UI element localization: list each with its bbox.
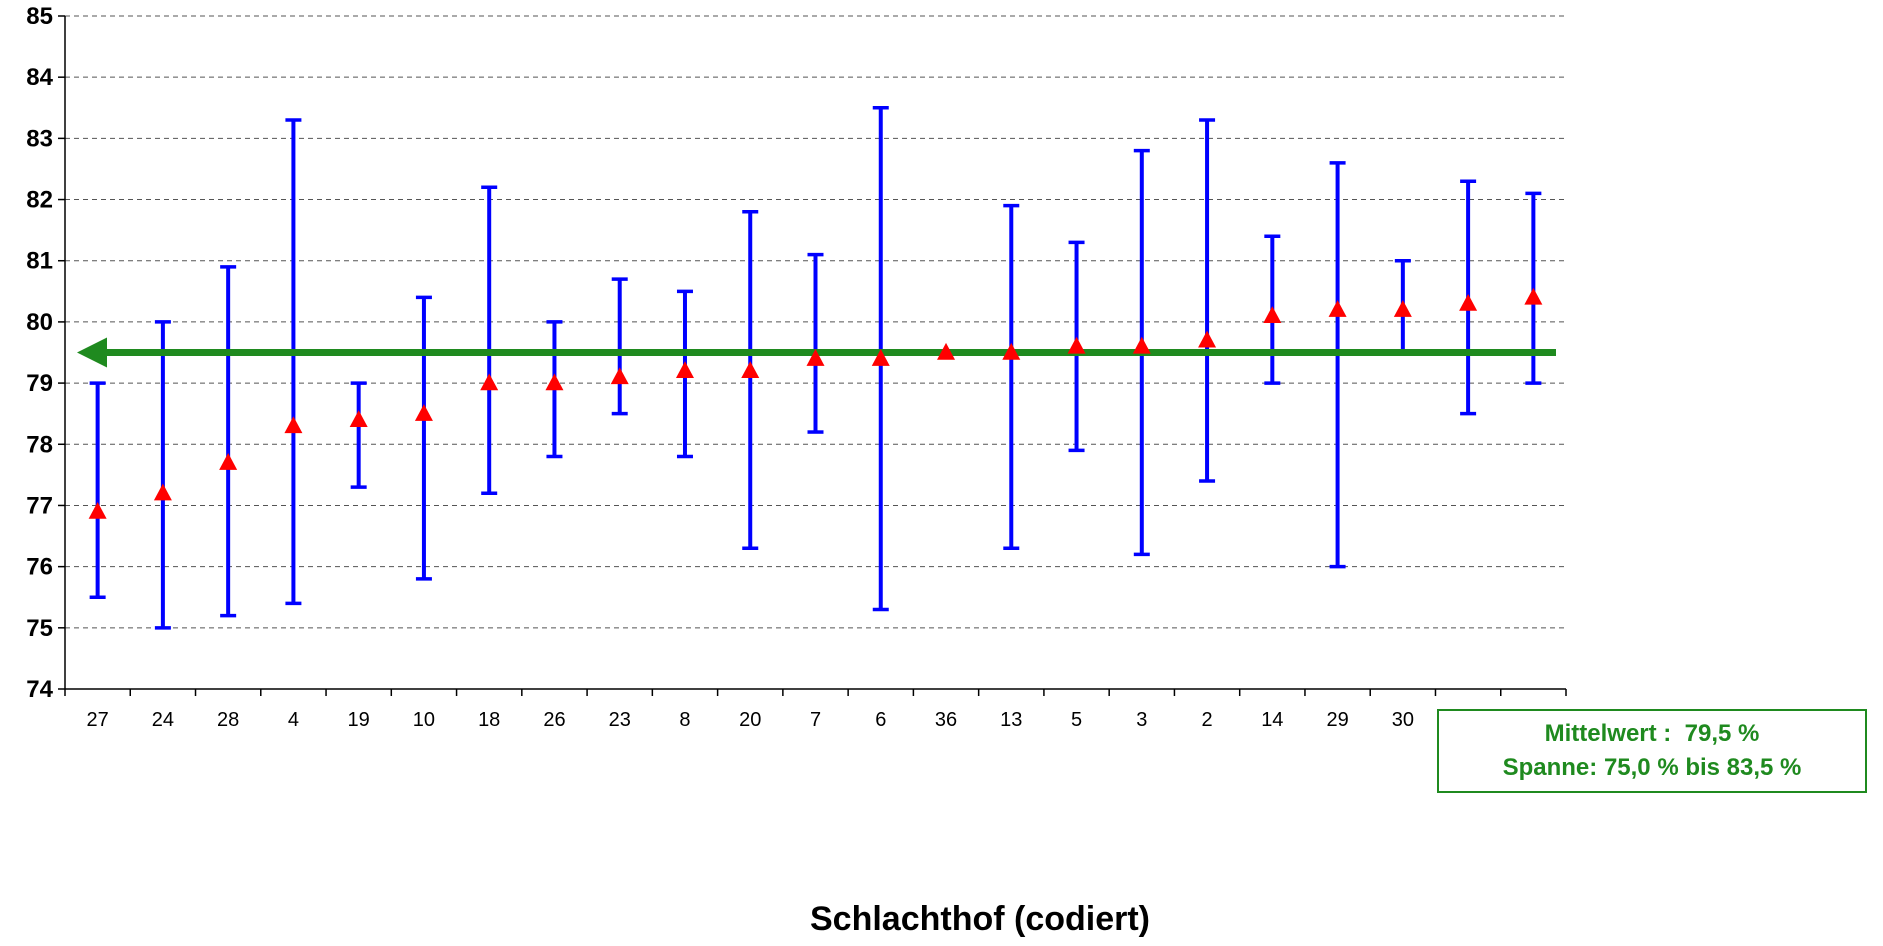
mean-marker bbox=[414, 404, 433, 421]
x-tick-label: 13 bbox=[1000, 709, 1022, 731]
y-tick-label: 74 bbox=[26, 676, 53, 703]
x-tick-label: 8 bbox=[679, 709, 690, 731]
x-axis-title: Schlachthof (codiert) bbox=[810, 900, 1150, 938]
mean-marker bbox=[1132, 336, 1151, 354]
mean-marker bbox=[741, 361, 760, 379]
mean-marker bbox=[1067, 336, 1086, 354]
x-tick-label: 18 bbox=[478, 709, 500, 731]
x-tick-label: 36 bbox=[935, 709, 957, 731]
y-tick-label: 78 bbox=[26, 431, 53, 458]
x-tick-label: 23 bbox=[609, 709, 631, 731]
x-tick-label: 26 bbox=[543, 709, 565, 731]
summary-range-text: Spanne: 75,0 % bis 83,5 % bbox=[1502, 754, 1802, 781]
x-tick-label: 24 bbox=[152, 709, 174, 731]
mean-marker bbox=[1459, 293, 1478, 311]
mean-marker bbox=[610, 367, 629, 385]
mean-marker bbox=[219, 453, 238, 470]
x-tick-label: 19 bbox=[348, 709, 370, 731]
mean-marker bbox=[88, 501, 107, 519]
mean-arrowhead bbox=[77, 337, 107, 368]
summary-box: Mittelwert : 79,5 % Spanne: 75,0 % bis 8… bbox=[1437, 709, 1867, 793]
x-tick-label: 28 bbox=[217, 709, 239, 731]
mean-marker bbox=[1393, 300, 1412, 317]
mean-marker bbox=[480, 373, 499, 391]
mean-marker bbox=[1002, 342, 1021, 360]
x-tick-label: 4 bbox=[288, 709, 299, 731]
y-tick-label: 76 bbox=[26, 554, 53, 581]
x-tick-label: 14 bbox=[1261, 709, 1283, 731]
y-tick-label: 81 bbox=[26, 248, 53, 275]
y-tick-label: 80 bbox=[26, 309, 53, 336]
mean-marker bbox=[1524, 287, 1543, 305]
mean-marker bbox=[1328, 300, 1347, 317]
mean-marker bbox=[545, 373, 564, 391]
x-tick-label: 27 bbox=[87, 709, 109, 731]
mean-marker bbox=[1263, 306, 1282, 323]
y-tick-label: 77 bbox=[26, 492, 53, 519]
mean-reference-line bbox=[77, 337, 1556, 368]
mean-marker bbox=[675, 361, 694, 379]
x-tick-label: 20 bbox=[739, 709, 761, 731]
x-tick-label: 7 bbox=[810, 709, 821, 731]
x-tick-label: 30 bbox=[1392, 709, 1414, 731]
y-tick-label: 83 bbox=[26, 125, 53, 152]
x-tick-label: 6 bbox=[875, 709, 886, 731]
x-tick-label: 29 bbox=[1326, 709, 1348, 731]
mean-marker bbox=[349, 410, 368, 427]
x-tick-label: 3 bbox=[1136, 709, 1147, 731]
mean-marker bbox=[871, 349, 890, 366]
x-tick-label: 10 bbox=[413, 709, 435, 731]
axes bbox=[58, 15, 1567, 696]
range-bars bbox=[89, 106, 1542, 630]
y-tick-label: 75 bbox=[26, 615, 53, 642]
x-tick-label: 2 bbox=[1202, 709, 1213, 731]
mean-marker bbox=[1198, 330, 1217, 348]
mean-marker bbox=[284, 416, 303, 434]
y-tick-label: 85 bbox=[26, 3, 53, 30]
x-tick-label: 5 bbox=[1071, 709, 1082, 731]
mean-markers bbox=[88, 287, 1543, 519]
mean-marker bbox=[937, 342, 956, 360]
summary-mean-text: Mittelwert : 79,5 % bbox=[1544, 720, 1760, 747]
y-tick-label: 84 bbox=[26, 64, 53, 91]
y-tick-label: 79 bbox=[26, 370, 53, 397]
mean-marker bbox=[806, 349, 825, 366]
y-tick-label: 82 bbox=[26, 187, 53, 214]
mean-marker bbox=[153, 483, 172, 501]
